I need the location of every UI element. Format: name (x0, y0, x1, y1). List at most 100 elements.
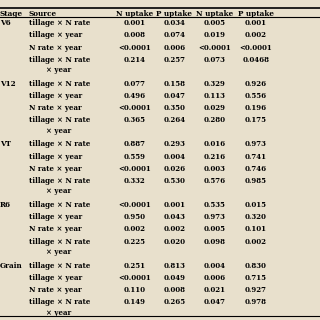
Text: 0.196: 0.196 (245, 104, 267, 112)
Text: tillage × N rate: tillage × N rate (29, 298, 90, 306)
Text: tillage × N rate: tillage × N rate (29, 262, 90, 270)
Text: P uptake: P uptake (238, 10, 274, 18)
Text: 0.887: 0.887 (124, 140, 145, 148)
Text: × year: × year (46, 187, 72, 195)
Text: 0.214: 0.214 (124, 56, 145, 64)
Text: 0.001: 0.001 (245, 19, 267, 27)
Text: 0.158: 0.158 (164, 80, 185, 88)
Text: <0.0001: <0.0001 (198, 44, 231, 52)
Text: 0.004: 0.004 (164, 153, 185, 161)
Text: 0.530: 0.530 (164, 177, 185, 185)
Text: N rate × year: N rate × year (29, 286, 82, 294)
Text: tillage × N rate: tillage × N rate (29, 177, 90, 185)
Text: 0.0468: 0.0468 (243, 56, 269, 64)
Text: 0.101: 0.101 (245, 226, 267, 234)
Text: 0.021: 0.021 (204, 286, 225, 294)
Text: tillage × N rate: tillage × N rate (29, 238, 90, 246)
Text: 0.926: 0.926 (245, 80, 267, 88)
Text: 0.006: 0.006 (163, 44, 186, 52)
Text: 0.074: 0.074 (164, 31, 185, 39)
Text: × year: × year (46, 127, 72, 135)
Text: N rate × year: N rate × year (29, 44, 82, 52)
Text: <0.0001: <0.0001 (118, 165, 151, 173)
Text: 0.216: 0.216 (203, 153, 226, 161)
Text: tillage × N rate: tillage × N rate (29, 80, 90, 88)
Text: 0.813: 0.813 (164, 262, 185, 270)
Text: 0.110: 0.110 (124, 286, 145, 294)
Text: 0.496: 0.496 (123, 92, 146, 100)
Text: 0.715: 0.715 (245, 274, 267, 282)
Text: Stage: Stage (0, 10, 23, 18)
Text: 0.746: 0.746 (245, 165, 267, 173)
Text: R6: R6 (0, 201, 11, 209)
Text: Source: Source (29, 10, 57, 18)
Text: 0.113: 0.113 (204, 92, 225, 100)
Text: × year: × year (46, 248, 72, 256)
Text: V12: V12 (0, 80, 16, 88)
Text: N rate × year: N rate × year (29, 226, 82, 234)
Text: <0.0001: <0.0001 (118, 44, 151, 52)
Text: 0.049: 0.049 (164, 274, 185, 282)
Text: 0.073: 0.073 (204, 56, 225, 64)
Text: 0.559: 0.559 (124, 153, 145, 161)
Text: 0.019: 0.019 (204, 31, 225, 39)
Text: tillage × N rate: tillage × N rate (29, 140, 90, 148)
Text: VT: VT (0, 140, 11, 148)
Text: 0.350: 0.350 (164, 104, 185, 112)
Text: 0.004: 0.004 (204, 262, 225, 270)
Text: 0.001: 0.001 (164, 201, 185, 209)
Text: <0.0001: <0.0001 (118, 104, 151, 112)
Text: 0.008: 0.008 (124, 31, 145, 39)
Text: tillage × N rate: tillage × N rate (29, 19, 90, 27)
Text: 0.264: 0.264 (163, 116, 186, 124)
Text: 0.149: 0.149 (124, 298, 145, 306)
Text: 0.320: 0.320 (245, 213, 267, 221)
Text: 0.026: 0.026 (163, 165, 186, 173)
Text: 0.973: 0.973 (204, 213, 225, 221)
Text: Grain: Grain (0, 262, 23, 270)
Text: tillage × year: tillage × year (29, 274, 82, 282)
Text: tillage × N rate: tillage × N rate (29, 56, 90, 64)
Text: 0.047: 0.047 (164, 92, 185, 100)
Text: 0.016: 0.016 (203, 140, 226, 148)
Text: 0.008: 0.008 (164, 286, 185, 294)
Text: 0.077: 0.077 (124, 80, 145, 88)
Text: N uptake: N uptake (116, 10, 153, 18)
Text: 0.257: 0.257 (164, 56, 185, 64)
Text: <0.0001: <0.0001 (118, 274, 151, 282)
Text: 0.973: 0.973 (245, 140, 267, 148)
Text: 0.265: 0.265 (163, 298, 186, 306)
Text: tillage × year: tillage × year (29, 213, 82, 221)
Text: 0.002: 0.002 (245, 238, 267, 246)
Text: 0.002: 0.002 (164, 226, 185, 234)
Text: 0.950: 0.950 (124, 213, 145, 221)
Text: <0.0001: <0.0001 (240, 44, 272, 52)
Text: 0.556: 0.556 (245, 92, 267, 100)
Text: tillage × N rate: tillage × N rate (29, 201, 90, 209)
Text: 0.002: 0.002 (124, 226, 145, 234)
Text: 0.001: 0.001 (124, 19, 145, 27)
Text: 0.047: 0.047 (204, 298, 225, 306)
Text: tillage × year: tillage × year (29, 153, 82, 161)
Text: × year: × year (46, 66, 72, 74)
Text: <0.0001: <0.0001 (118, 201, 151, 209)
Text: 0.365: 0.365 (124, 116, 145, 124)
Text: 0.576: 0.576 (203, 177, 226, 185)
Text: 0.535: 0.535 (204, 201, 225, 209)
Text: 0.251: 0.251 (124, 262, 145, 270)
Text: N rate × year: N rate × year (29, 104, 82, 112)
Text: 0.280: 0.280 (204, 116, 225, 124)
Text: 0.225: 0.225 (124, 238, 145, 246)
Text: 0.015: 0.015 (245, 201, 267, 209)
Text: × year: × year (46, 308, 72, 316)
Text: tillage × year: tillage × year (29, 92, 82, 100)
Text: V6: V6 (0, 19, 11, 27)
Text: 0.002: 0.002 (245, 31, 267, 39)
Text: 0.175: 0.175 (245, 116, 267, 124)
Text: 0.978: 0.978 (245, 298, 267, 306)
Text: 0.927: 0.927 (245, 286, 267, 294)
Text: N uptake: N uptake (196, 10, 233, 18)
Text: 0.029: 0.029 (204, 104, 225, 112)
Text: 0.329: 0.329 (204, 80, 225, 88)
Text: 0.003: 0.003 (204, 165, 225, 173)
